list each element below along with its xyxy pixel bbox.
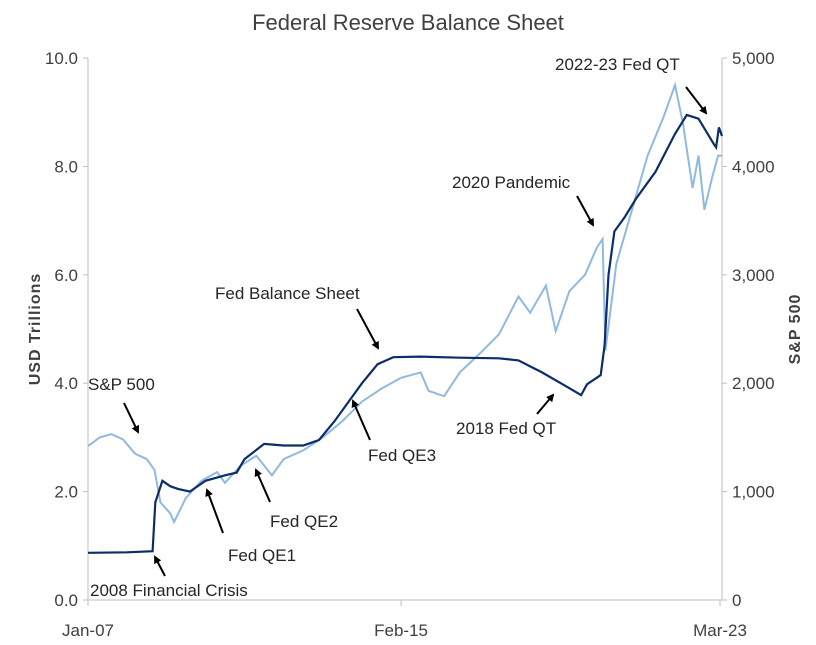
- y2-tick-label: 0: [732, 591, 741, 610]
- annotation-2020-pandemic: 2020 Pandemic: [452, 173, 571, 192]
- y-tick-label: 2.0: [54, 483, 78, 502]
- arrow-fed-qe3: [351, 399, 371, 441]
- x-tick-label: Mar-23: [693, 621, 747, 640]
- y-tick-label: 6.0: [54, 266, 78, 285]
- annotation-sp500: S&P 500: [88, 375, 155, 394]
- y-tick-label: 10.0: [45, 49, 78, 68]
- y2-axis-label: S&P 500: [787, 294, 804, 365]
- y2-tick-label: 3,000: [732, 266, 775, 285]
- annotation-2008-financial-crisis: 2008 Financial Crisis: [90, 581, 248, 600]
- annotation-fed-qe3: Fed QE3: [368, 446, 436, 465]
- y-tick-label: 0.0: [54, 591, 78, 610]
- arrow-fed-qe1: [205, 488, 224, 534]
- annotation-fed-balance-sheet: Fed Balance Sheet: [215, 284, 360, 303]
- annotation-fed-qe1: Fed QE1: [228, 546, 296, 565]
- sp500-series-line: [87, 81, 722, 525]
- fed-balance-sheet-series-line: [87, 113, 724, 554]
- y2-tick-label: 4,000: [732, 157, 775, 176]
- arrow-sp500: [123, 402, 139, 434]
- x-tick-label: Feb-15: [374, 621, 428, 640]
- y-axis-label: USD Trillions: [27, 273, 44, 386]
- arrow-2020-pandemic: [576, 195, 594, 227]
- arrow-2018-fed-qt: [536, 393, 555, 415]
- annotation-2022-23-fed-qt: 2022-23 Fed QT: [555, 55, 680, 74]
- y2-tick-label: 5,000: [732, 49, 775, 68]
- arrow-fed-qe2: [254, 468, 271, 503]
- y-tick-label: 4.0: [54, 374, 78, 393]
- y-tick-label: 8.0: [54, 157, 78, 176]
- x-tick-label: Jan-07: [62, 621, 114, 640]
- arrow-fed-balance-sheet: [356, 308, 379, 350]
- annotation-2018-fed-qt: 2018 Fed QT: [456, 419, 556, 438]
- y2-tick-label: 2,000: [732, 374, 775, 393]
- y2-tick-label: 1,000: [732, 483, 775, 502]
- arrow-2008-financial-crisis: [154, 555, 166, 577]
- arrow-2022-23-fed-qt: [685, 86, 708, 115]
- annotation-fed-qe2: Fed QE2: [270, 512, 338, 531]
- chart-title: Federal Reserve Balance Sheet: [252, 10, 564, 35]
